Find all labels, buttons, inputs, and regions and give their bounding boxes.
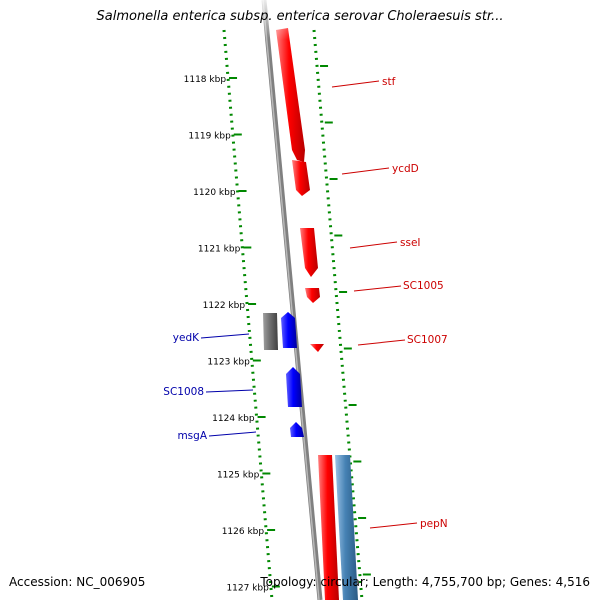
gene-label-msgA[interactable]: msgA — [177, 430, 207, 442]
ruler-tick-label: 1120 kbp — [193, 188, 236, 198]
connector-SC1007 — [357, 339, 406, 346]
ruler-tick-label: 1124 kbp — [212, 414, 255, 424]
connector-pepN — [369, 522, 418, 529]
connector-yedK — [200, 333, 250, 339]
gene-label-sseI[interactable]: sseI — [400, 237, 421, 249]
steel-feature-block — [335, 455, 358, 600]
other-features — [263, 313, 358, 600]
gene-labels: stf ycdD sseI SC1005 SC1007 pepN yedK SC… — [163, 76, 447, 530]
gene-SC1007-block[interactable] — [310, 344, 324, 352]
ruler-tick-label: 1122 kbp — [203, 301, 246, 311]
map-title: Salmonella enterica subsp. enterica sero… — [96, 9, 504, 24]
gene-msgA-block[interactable] — [290, 422, 304, 437]
ruler-inner-dots — [222, 29, 274, 600]
ruler-ticks: 1118 kbp 1119 kbp 1120 kbp 1121 kbp 1122 kbp… — [184, 65, 371, 594]
ruler-outer-dots — [312, 29, 364, 600]
gene-label-stf[interactable]: stf — [382, 76, 396, 88]
connector-SC1005 — [353, 285, 402, 292]
ruler-tick-label: 1121 kbp — [198, 245, 241, 255]
gene-sseI-block[interactable] — [300, 228, 318, 277]
genome-backbone-highlight — [262, 0, 320, 600]
connector-msgA — [208, 431, 257, 437]
accession-text: Accession: NC_006905 — [9, 575, 146, 589]
ruler-tick-label: 1127 kbp — [226, 584, 269, 594]
gene-label-SC1007[interactable]: SC1007 — [407, 334, 448, 346]
connector-ycdD — [341, 167, 390, 175]
ruler-tick-label: 1125 kbp — [217, 471, 260, 481]
gene-SC1005-block[interactable] — [305, 288, 320, 303]
gene-label-ycdD[interactable]: ycdD — [392, 163, 419, 175]
ruler-tick-label: 1123 kbp — [207, 358, 250, 368]
reverse-genes — [281, 312, 304, 437]
gene-stf-block[interactable] — [276, 28, 305, 162]
connector-stf — [331, 80, 380, 88]
ruler-tick-label: 1126 kbp — [222, 527, 265, 537]
top-fade-overlay — [255, 0, 295, 40]
gene-label-yedK[interactable]: yedK — [173, 332, 200, 344]
connector-SC1008 — [205, 389, 254, 393]
ruler-tick-label: 1118 kbp — [184, 75, 227, 85]
label-connectors — [200, 80, 418, 529]
genome-backbone — [261, 0, 323, 600]
ruler-tick-label: 1119 kbp — [188, 132, 231, 142]
ruler-dots — [222, 29, 364, 600]
genome-stats-text: Topology: circular; Length: 4,755,700 bp… — [260, 575, 590, 589]
gray-feature-block — [263, 313, 278, 350]
gene-SC1008-block[interactable] — [286, 367, 302, 407]
gene-label-SC1008[interactable]: SC1008 — [163, 386, 204, 398]
forward-genes — [255, 0, 339, 600]
gene-pepN-block[interactable] — [318, 455, 339, 600]
connector-sseI — [349, 241, 398, 249]
gene-label-SC1005[interactable]: SC1005 — [403, 280, 444, 292]
gene-ycdD-block[interactable] — [292, 160, 310, 196]
gene-yedK-block[interactable] — [281, 312, 297, 348]
gene-label-pepN[interactable]: pepN — [420, 518, 448, 530]
